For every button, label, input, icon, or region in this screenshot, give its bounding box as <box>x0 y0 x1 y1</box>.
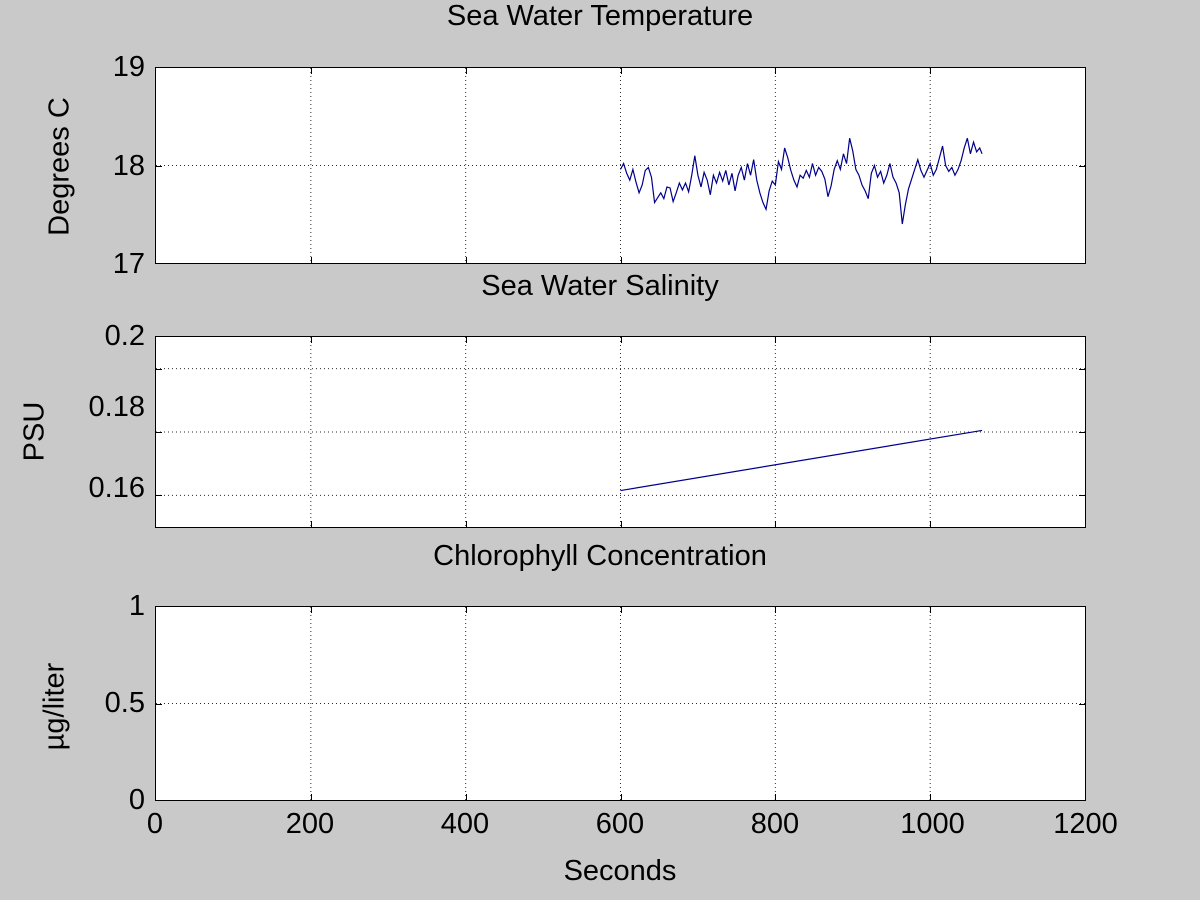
x-tick-mark <box>311 257 312 263</box>
x-tick-mark <box>775 257 776 263</box>
x-tick-mark <box>775 68 776 74</box>
y-tick-mark <box>1079 495 1085 496</box>
panel-title-salinity: Sea Water Salinity <box>481 270 719 302</box>
x-tick-mark <box>775 521 776 527</box>
plot-area-chlorophyll <box>155 606 1086 801</box>
panel-title-temperature: Sea Water Temperature <box>446 0 754 32</box>
x-tick-mark <box>466 521 467 527</box>
y-tick-mark <box>156 166 162 167</box>
x-tick-mark <box>466 794 467 800</box>
x-tick-mark <box>311 68 312 74</box>
x-tick-mark <box>466 607 467 613</box>
y-tick-salinity-0: 0.2 <box>104 320 145 352</box>
y-tick-chlorophyll-2: 0 <box>128 784 145 816</box>
plot-svg-temperature <box>156 68 1085 263</box>
x-tick-1: 200 <box>285 808 335 840</box>
y-tick-salinity-2: 0.16 <box>88 472 145 504</box>
plot-area-temperature <box>155 67 1086 264</box>
data-series-line <box>621 430 983 490</box>
x-tick-mark <box>621 521 622 527</box>
x-axis-label: Seconds <box>563 855 677 887</box>
x-tick-5: 1000 <box>900 808 965 840</box>
x-tick-mark <box>466 68 467 74</box>
x-tick-4: 800 <box>750 808 800 840</box>
y-tick-mark <box>1079 704 1085 705</box>
x-tick-6: 1200 <box>1053 808 1118 840</box>
x-tick-mark <box>930 257 931 263</box>
x-tick-mark <box>775 607 776 613</box>
y-tick-temperature-0: 19 <box>112 51 145 83</box>
x-tick-mark <box>311 521 312 527</box>
x-tick-mark <box>621 607 622 613</box>
data-series-line <box>621 138 983 224</box>
x-tick-mark <box>311 607 312 613</box>
x-tick-mark <box>466 337 467 343</box>
panel-chlorophyll: Chlorophyll Concentration µg/liter 1 0.5… <box>0 540 1200 900</box>
x-tick-mark <box>311 337 312 343</box>
y-tick-mark <box>1079 369 1085 370</box>
x-tick-2: 400 <box>440 808 490 840</box>
x-tick-mark <box>930 607 931 613</box>
plot-svg-chlorophyll <box>156 607 1085 800</box>
y-tick-mark <box>156 369 162 370</box>
x-tick-mark <box>930 521 931 527</box>
y-tick-temperature-1: 18 <box>112 150 145 182</box>
panel-temperature: Sea Water Temperature Degrees C 19 18 17 <box>0 0 1200 280</box>
x-tick-mark <box>621 337 622 343</box>
panel-title-chlorophyll: Chlorophyll Concentration <box>433 540 767 572</box>
plot-area-salinity <box>155 336 1086 528</box>
y-tick-chlorophyll-0: 1 <box>128 590 145 622</box>
panel-salinity: Sea Water Salinity PSU 0.2 0.18 0.16 <box>0 270 1200 540</box>
x-tick-mark <box>466 257 467 263</box>
y-tick-salinity-1: 0.18 <box>88 391 145 423</box>
x-tick-3: 600 <box>595 808 645 840</box>
y-tick-chlorophyll-1: 0.5 <box>104 687 145 719</box>
x-tick-mark <box>621 794 622 800</box>
y-tick-mark <box>1079 432 1085 433</box>
plot-svg-salinity <box>156 337 1085 527</box>
y-tick-mark <box>156 495 162 496</box>
x-tick-mark <box>930 68 931 74</box>
y-tick-mark <box>156 432 162 433</box>
y-tick-mark <box>1079 166 1085 167</box>
x-tick-mark <box>930 794 931 800</box>
x-tick-mark <box>775 794 776 800</box>
x-tick-mark <box>775 337 776 343</box>
x-tick-0: 0 <box>146 808 164 840</box>
x-tick-mark <box>930 337 931 343</box>
y-tick-temperature-2: 17 <box>112 248 145 280</box>
x-tick-mark <box>311 794 312 800</box>
x-tick-mark <box>621 257 622 263</box>
y-tick-mark <box>156 704 162 705</box>
x-tick-mark <box>621 68 622 74</box>
